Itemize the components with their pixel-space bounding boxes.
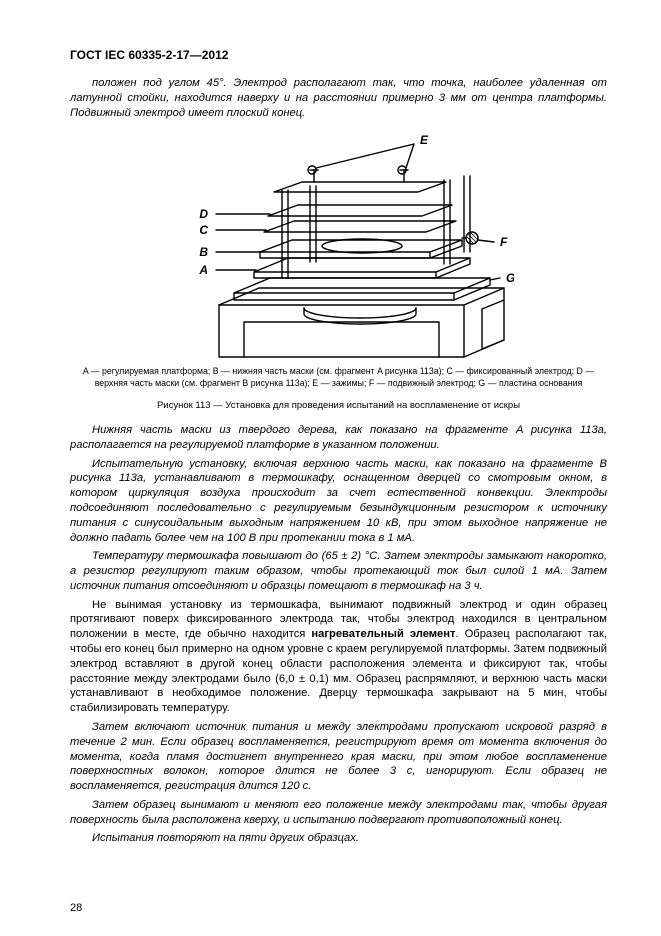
apparatus-diagram: A B C D E F G <box>164 130 514 360</box>
label-b: B <box>199 245 208 259</box>
body-paragraph: Затем образец вынимают и меняют его поло… <box>70 798 607 828</box>
body-paragraph: Затем включают источник питания и между … <box>70 720 607 794</box>
figure-113: A B C D E F G A — регулируемая платформа… <box>70 130 607 411</box>
intro-paragraph: положен под углом 45°. Электрод располаг… <box>70 76 607 120</box>
label-g: G <box>506 271 514 285</box>
body-paragraph: Испытательную установку, включая верхнюю… <box>70 457 607 546</box>
body-paragraph: Не вынимая установку из термошкафа, выни… <box>70 598 607 716</box>
label-f: F <box>500 235 508 249</box>
page-number: 28 <box>70 902 82 914</box>
label-a: A <box>198 263 208 277</box>
body-paragraph: Температуру термошкафа повышают до (65 ±… <box>70 549 607 593</box>
figure-caption: Рисунок 113 — Установка для проведения и… <box>70 400 607 411</box>
label-c: C <box>199 223 208 237</box>
label-e: E <box>420 133 429 147</box>
page: ГОСТ IEC 60335-2-17—2012 положен под угл… <box>0 0 661 936</box>
document-id: ГОСТ IEC 60335-2-17—2012 <box>70 48 607 62</box>
body-paragraph: Нижняя часть маски из твердого дерева, к… <box>70 423 607 453</box>
label-d: D <box>199 207 208 221</box>
figure-legend: A — регулируемая платформа; B — нижняя ч… <box>70 366 607 390</box>
body-text: Нижняя часть маски из твердого дерева, к… <box>70 423 607 846</box>
body-paragraph: Испытания повторяют на пяти других образ… <box>70 831 607 846</box>
